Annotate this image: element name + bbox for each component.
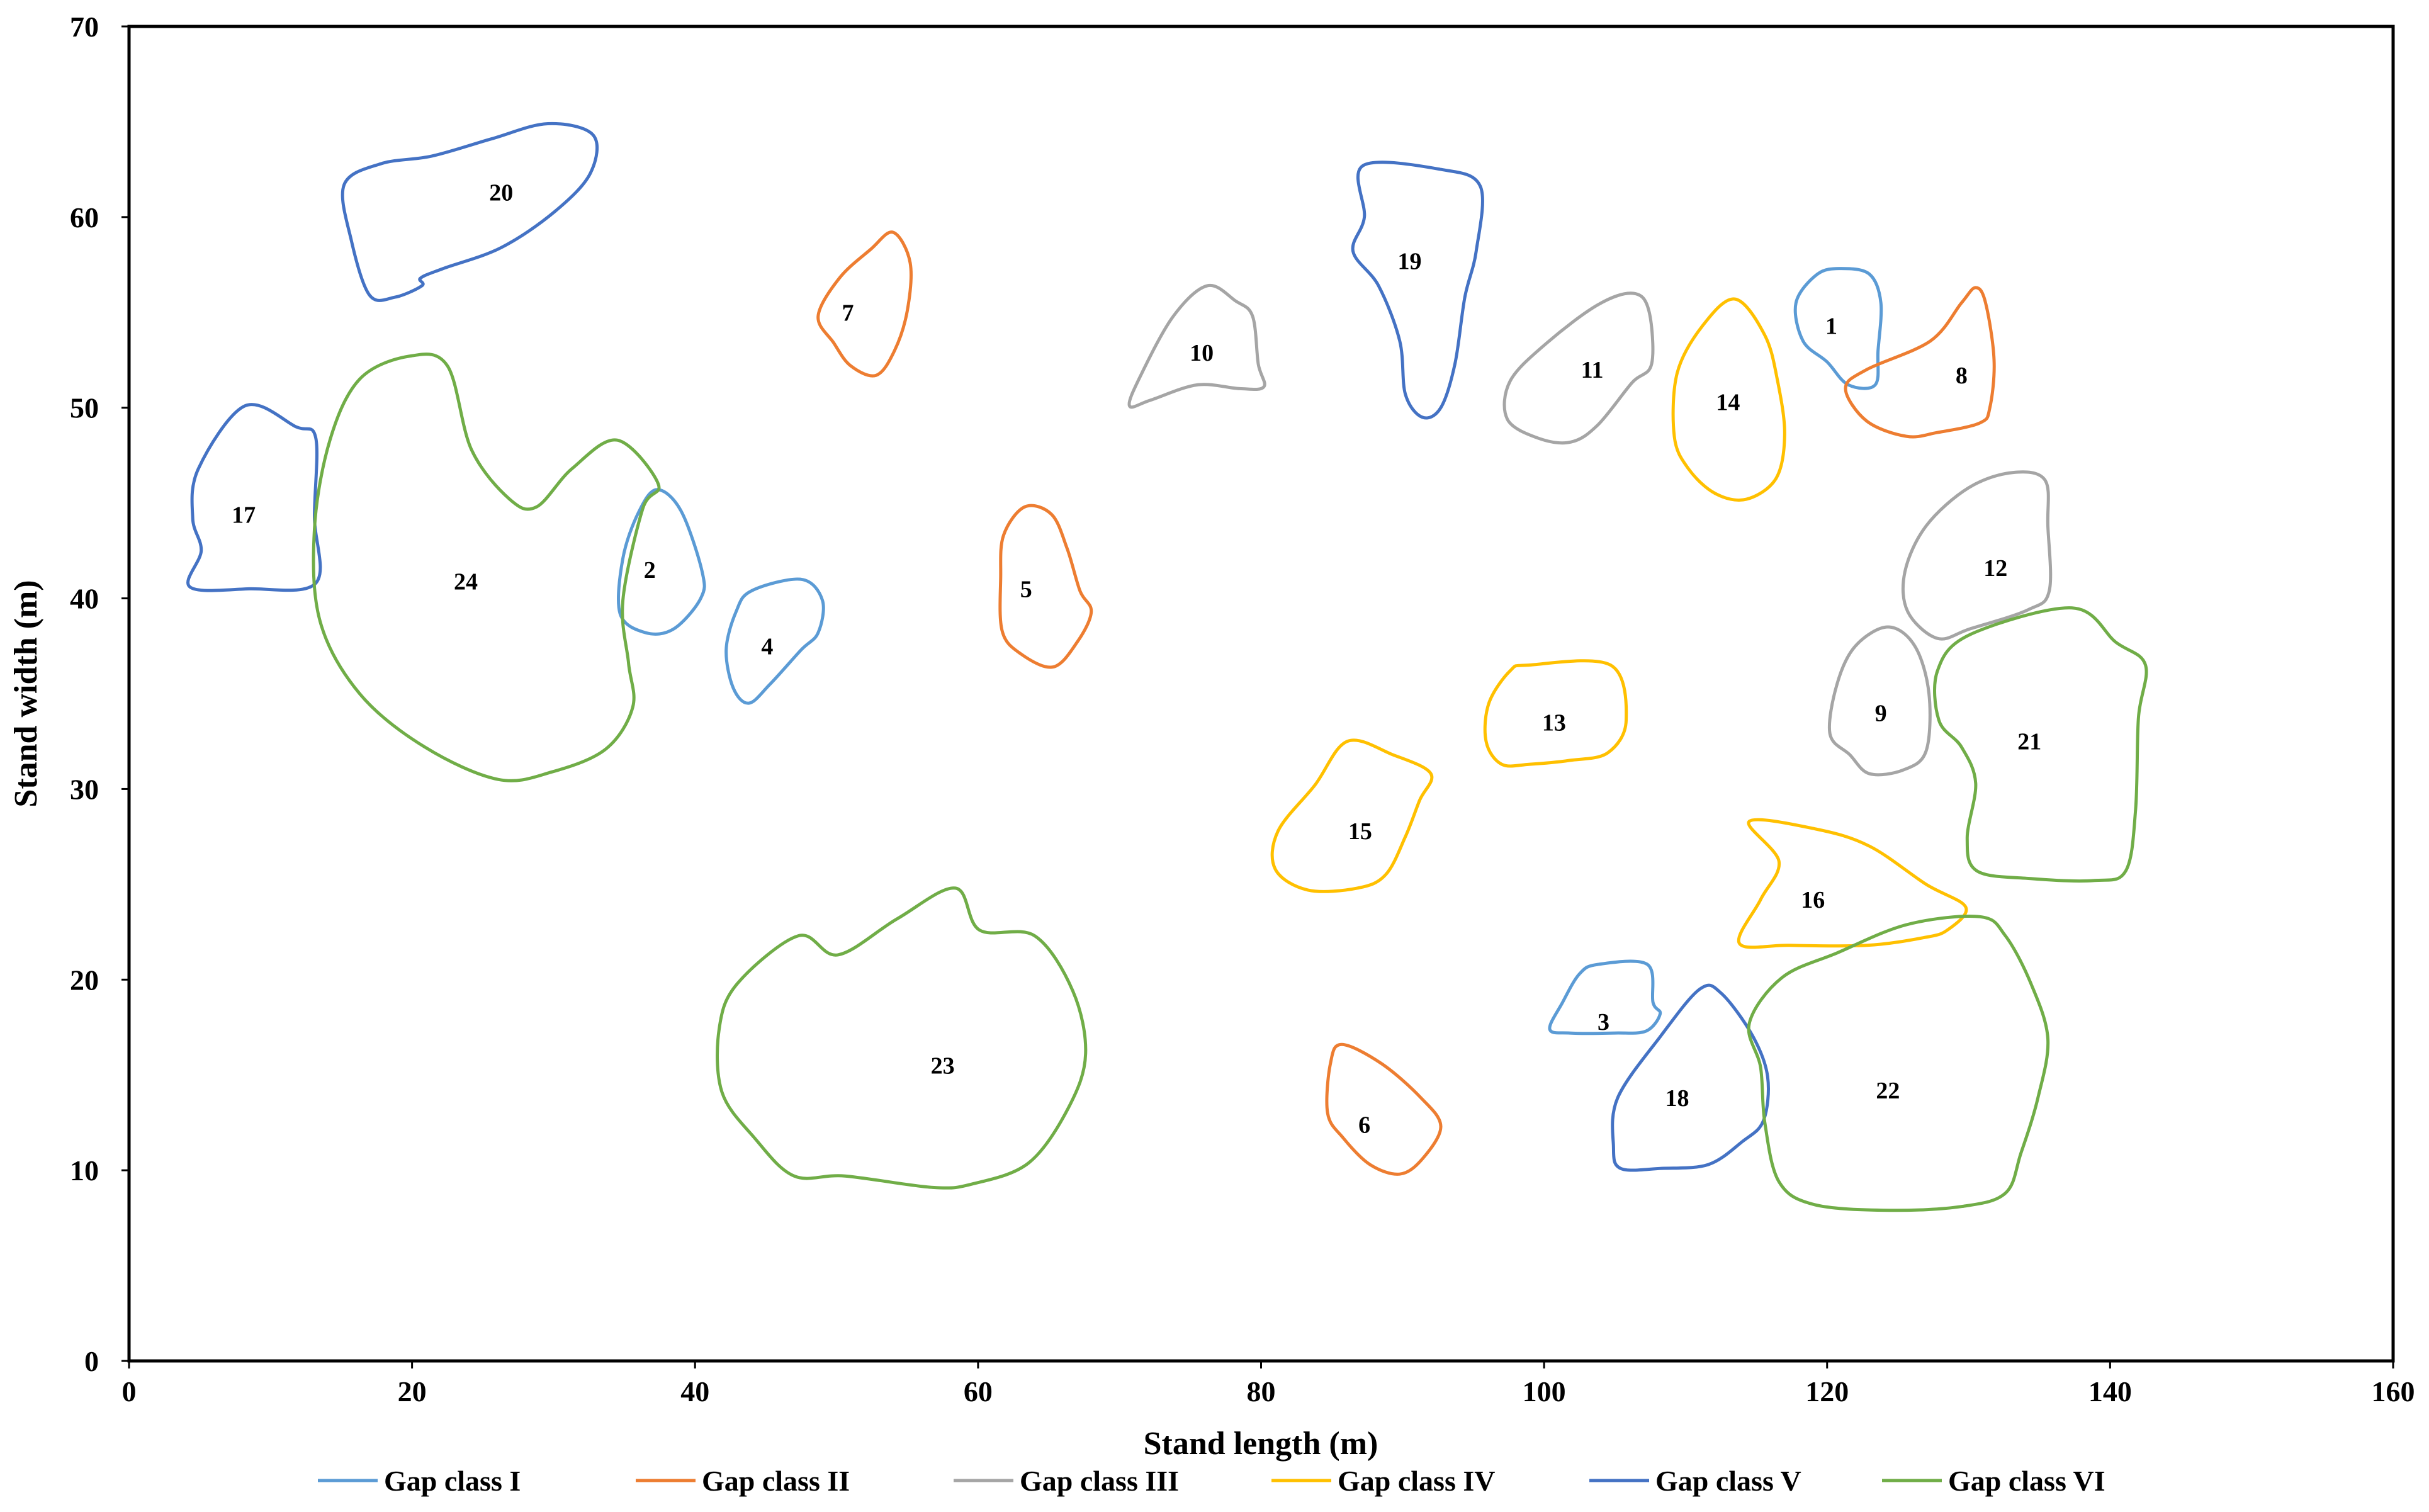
y-tick-label: 60	[70, 201, 99, 234]
y-axis-ticks: 0 10 20 30 40 50 60 70	[70, 11, 129, 1377]
x-tick-label: 20	[398, 1375, 427, 1408]
legend-label: Gap class I	[384, 1465, 521, 1497]
x-tick-label: 140	[2088, 1375, 2132, 1408]
gap-outline-10	[1127, 283, 1266, 409]
gap-outline-1	[1793, 267, 1883, 390]
gap-outline-2	[617, 488, 706, 636]
x-axis-title: Stand length (m)	[1144, 1426, 1378, 1462]
gap-outline-16	[1737, 818, 1968, 949]
gap-label-16: 16	[1801, 887, 1825, 913]
plot-frame	[127, 25, 2395, 1363]
gap-label-14: 14	[1716, 390, 1740, 416]
legend-label: Gap class VI	[1948, 1465, 2105, 1497]
x-tick-label: 100	[1523, 1375, 1566, 1408]
gap-outline-11	[1502, 291, 1655, 445]
gap-outline-6	[1325, 1042, 1443, 1176]
x-axis-ticks: 0 20 40 60 80 100 120 140 160	[122, 1361, 2415, 1408]
gap-label-23: 23	[931, 1053, 955, 1080]
gap-outline-18	[1611, 983, 1770, 1172]
gap-outline-19	[1351, 161, 1484, 420]
y-axis-title: Stand width (m)	[8, 580, 44, 807]
gap-outline-12	[1901, 470, 2053, 641]
legend-label: Gap class III	[1020, 1465, 1179, 1497]
gap-label-9: 9	[1875, 700, 1887, 726]
legend-label: Gap class II	[702, 1465, 850, 1497]
gap-outline-14	[1671, 297, 1786, 502]
x-tick-label: 40	[680, 1375, 709, 1408]
gap-outlines	[186, 121, 2148, 1212]
y-tick-label: 30	[70, 773, 99, 805]
y-tick-label: 70	[70, 11, 99, 43]
x-tick-label: 160	[2372, 1375, 2415, 1408]
gap-label-13: 13	[1542, 709, 1566, 736]
x-tick-label: 80	[1247, 1375, 1276, 1408]
gap-label-11: 11	[1581, 357, 1604, 383]
gap-label-21: 21	[2017, 729, 2041, 755]
gap-label-12: 12	[1983, 555, 2007, 582]
x-tick-label: 120	[1805, 1375, 1849, 1408]
x-tick-label: 0	[122, 1375, 137, 1408]
gap-label-17: 17	[232, 502, 256, 528]
gap-label-2: 2	[644, 557, 656, 584]
gap-outline-9	[1827, 625, 1932, 777]
y-tick-label: 50	[70, 392, 99, 424]
gap-label-5: 5	[1020, 576, 1032, 602]
gap-label-4: 4	[761, 633, 773, 660]
gap-label-24: 24	[454, 568, 478, 595]
gap-outline-4	[724, 577, 825, 705]
gap-outline-3	[1548, 959, 1662, 1035]
gap-label-3: 3	[1598, 1009, 1609, 1035]
gap-label-1: 1	[1825, 313, 1837, 339]
gap-outline-15	[1270, 738, 1434, 893]
y-tick-label: 0	[84, 1345, 99, 1377]
gap-label-19: 19	[1398, 249, 1422, 275]
gap-outline-13	[1483, 659, 1628, 768]
gap-label-15: 15	[1348, 818, 1372, 845]
gap-label-8: 8	[1956, 363, 1968, 389]
gap-outline-7	[816, 230, 913, 378]
legend-label: Gap class V	[1655, 1465, 1801, 1497]
legend: Gap class I Gap class II Gap class III Gap …	[318, 1465, 2105, 1497]
gap-outline-21	[1933, 606, 2148, 883]
gap-label-10: 10	[1190, 340, 1214, 366]
gap-label-22: 22	[1876, 1078, 1900, 1104]
gap-outline-5	[998, 504, 1093, 669]
x-tick-label: 60	[964, 1375, 993, 1408]
y-tick-label: 10	[70, 1154, 99, 1187]
gap-label-18: 18	[1665, 1085, 1689, 1112]
y-tick-label: 20	[70, 964, 99, 996]
gap-outline-17	[186, 403, 322, 592]
gap-outline-20	[341, 121, 599, 302]
gap-label-6: 6	[1358, 1112, 1370, 1138]
gap-outline-23	[716, 886, 1088, 1190]
gap-outline-22	[1747, 914, 2050, 1212]
gap-label-7: 7	[842, 300, 854, 326]
gap-label-20: 20	[489, 179, 513, 206]
y-tick-label: 40	[70, 583, 99, 615]
gap-outline-8	[1844, 286, 1996, 439]
legend-label: Gap class IV	[1338, 1465, 1495, 1497]
gap-outline-24	[312, 353, 661, 782]
